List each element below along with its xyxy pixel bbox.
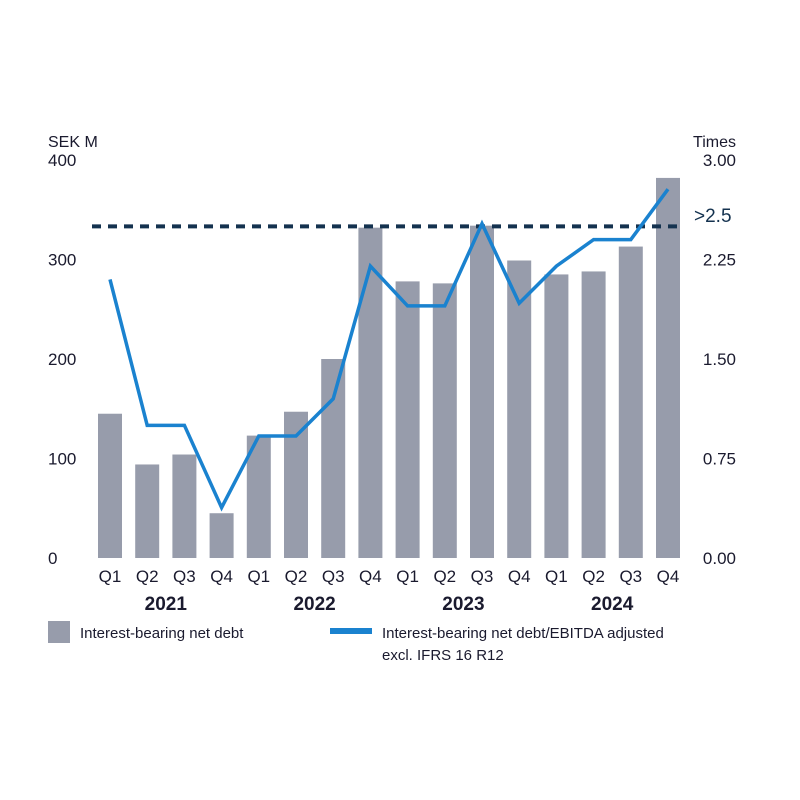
right-tick-label: 1.50: [703, 350, 736, 369]
left-axis-unit: SEK M: [48, 134, 98, 151]
left-axis-ticks: 400 300 200 100 0: [48, 151, 76, 568]
left-tick-label: 200: [48, 350, 76, 369]
bar: [209, 513, 234, 558]
bar: [656, 177, 680, 558]
bar: [581, 271, 606, 558]
x-tick-label: Q2: [285, 567, 308, 586]
right-axis-ticks: 3.00 2.25 1.50 0.75 0.00: [703, 151, 736, 568]
legend: Interest-bearing net debt Interest-beari…: [48, 621, 664, 664]
x-tick-label: Q2: [136, 567, 159, 586]
x-tick-label: Q4: [210, 567, 233, 586]
bar: [321, 359, 346, 558]
left-tick-label: 300: [48, 251, 76, 270]
bar: [395, 281, 420, 558]
x-tick-label: Q1: [247, 567, 270, 586]
x-tick-label: Q1: [545, 567, 568, 586]
right-tick-label: 2.25: [703, 251, 736, 270]
legend-line-label-1: Interest-bearing net debt/EBITDA adjuste…: [382, 625, 664, 642]
bar: [470, 225, 494, 559]
year-labels: 2021 2022 2023 2024: [145, 594, 634, 615]
x-tick-label: Q1: [99, 567, 122, 586]
bar-series: [98, 177, 680, 559]
right-tick-label: 0.75: [703, 450, 736, 469]
bar: [358, 227, 383, 558]
left-tick-label: 100: [48, 450, 76, 469]
bar: [172, 454, 197, 558]
x-tick-label: Q4: [508, 567, 531, 586]
left-tick-label: 400: [48, 151, 76, 170]
x-tick-label: Q4: [657, 567, 680, 586]
bar: [544, 274, 569, 558]
year-label: 2021: [145, 594, 188, 615]
x-tick-label: Q1: [396, 567, 419, 586]
bar: [618, 246, 643, 558]
right-tick-label: 3.00: [703, 151, 736, 170]
year-label: 2023: [442, 594, 484, 615]
x-tick-label: Q2: [582, 567, 605, 586]
bar: [135, 464, 160, 558]
x-tick-label: Q3: [471, 567, 494, 586]
legend-line-label-2: excl. IFRS 16 R12: [382, 647, 504, 664]
bar: [507, 260, 532, 558]
right-axis-unit: Times: [693, 134, 736, 151]
right-tick-label: 0.00: [703, 549, 736, 568]
year-label: 2024: [591, 594, 634, 615]
legend-bar-label: Interest-bearing net debt: [80, 625, 244, 642]
x-axis-ticks: Q1 Q2 Q3 Q4 Q1 Q2 Q3 Q4 Q1 Q2 Q3 Q4 Q1 Q2 Q3 Q4: [99, 567, 680, 586]
legend-line-swatch: [330, 628, 372, 634]
year-label: 2022: [293, 594, 335, 615]
x-tick-label: Q4: [359, 567, 382, 586]
left-tick-label: 0: [48, 549, 57, 568]
legend-bar-swatch: [48, 621, 70, 643]
x-tick-label: Q2: [433, 567, 456, 586]
x-tick-label: Q3: [173, 567, 196, 586]
bar: [98, 413, 122, 558]
bar: [246, 435, 271, 558]
x-tick-label: Q3: [322, 567, 345, 586]
bar: [432, 283, 457, 558]
ratio-line-series: [108, 188, 670, 512]
threshold-label: >2.5: [694, 206, 732, 227]
x-tick-label: Q3: [619, 567, 642, 586]
